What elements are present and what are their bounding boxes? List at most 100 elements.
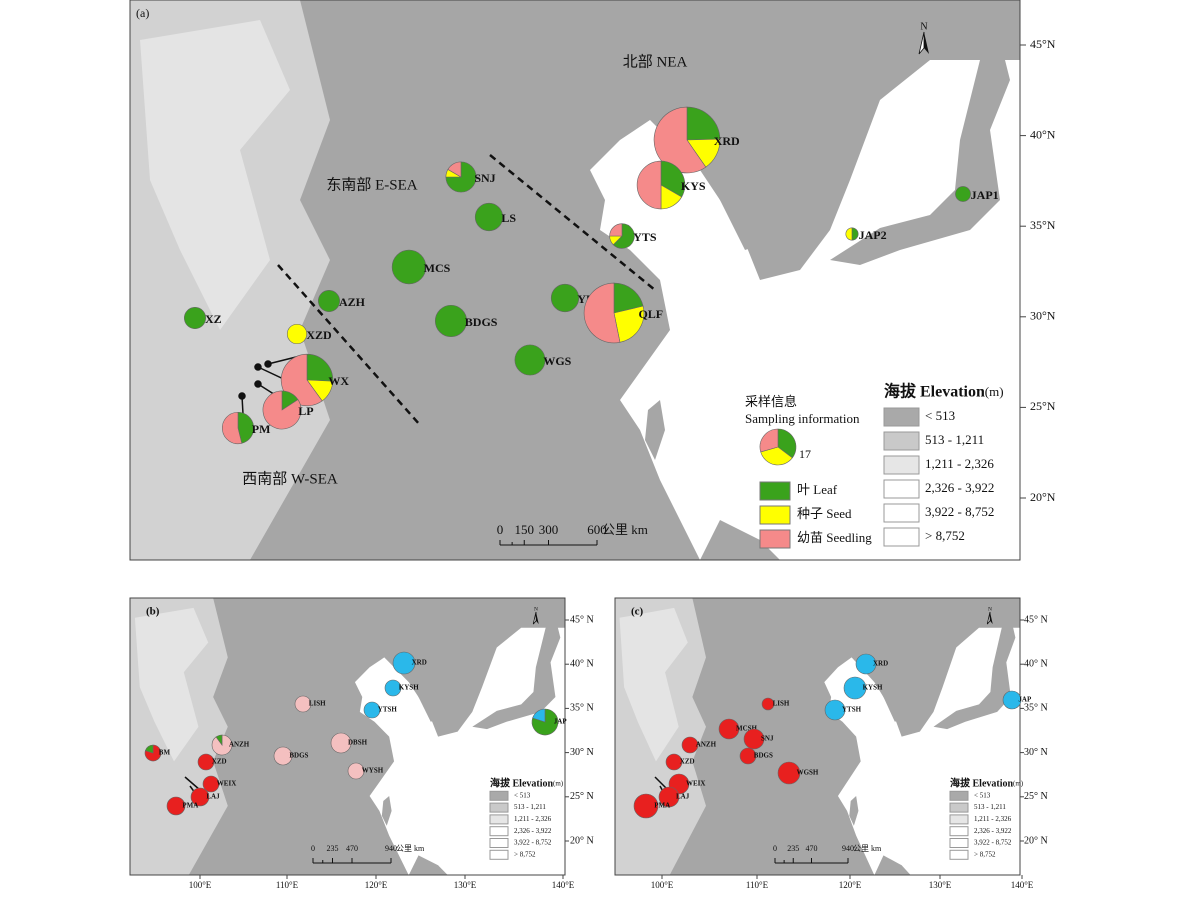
elevation-class: < 513 [514, 791, 531, 799]
elevation-swatch [883, 455, 920, 475]
site-label: XZD [680, 758, 695, 766]
pie-wedge [221, 411, 243, 445]
panel-label: (a) [136, 6, 149, 20]
site-label: SNJ [474, 171, 495, 185]
scale-label: 300 [539, 522, 559, 537]
site-label: WX [328, 374, 349, 388]
site-label: XRD [873, 660, 888, 668]
elevation-class: 1,211 - 2,326 [925, 456, 994, 471]
lon-label: 120°E [365, 880, 388, 890]
lat-label: 20° N [1024, 835, 1048, 846]
lat-label: 45°N [1030, 37, 1056, 51]
elevation-unit: (m) [553, 780, 564, 788]
pie-wedge [445, 161, 477, 193]
legend-swatch [759, 529, 791, 549]
elevation-swatch [489, 814, 509, 825]
pie-wedge [166, 796, 186, 816]
site-label: YTSH [378, 706, 398, 714]
site-label: LP [298, 404, 313, 418]
legend-label: 幼苗 Seedling [797, 530, 872, 545]
elevation-swatch [883, 407, 920, 427]
scale-label: 600 [587, 522, 607, 537]
pie-wedge [658, 786, 680, 808]
lon-label: 130°E [454, 880, 477, 890]
elevation-class: < 513 [925, 408, 955, 423]
pie-wedge [202, 775, 220, 793]
pie-wedge [761, 697, 775, 711]
pie-wedge [739, 747, 757, 765]
pie-wedge [613, 282, 644, 314]
pie-wedge [653, 106, 707, 174]
site-label: DBSH [348, 739, 368, 747]
site-label: MCSH [736, 725, 758, 733]
lat-label: 40° N [570, 658, 594, 669]
site-label: XRD [412, 659, 427, 667]
panel-label: (c) [631, 606, 644, 618]
pie-wedge [363, 701, 381, 719]
lat-label: 20°N [1030, 490, 1056, 504]
scale-label: 940 [842, 844, 854, 853]
north-label: N [988, 607, 992, 613]
pie-wedge [347, 762, 365, 780]
pie-wedge [636, 160, 662, 210]
elevation-class: 513 - 1,211 [925, 432, 984, 447]
north-arrow [918, 31, 925, 55]
region-label: 东南部 E-SEA [326, 176, 417, 193]
elevation-class: 2,326 - 3,922 [925, 480, 994, 495]
pie-wedge [294, 695, 312, 713]
elevation-class: > 8,752 [925, 528, 965, 543]
site-label: BDGS [465, 315, 498, 329]
elevation-swatch [489, 826, 509, 837]
site-label: LAJ [206, 793, 220, 801]
lon-label: 120°E [839, 880, 862, 890]
pie-wedge [1002, 690, 1022, 710]
scale-label: 235 [787, 844, 799, 853]
site-label: SNJ [761, 735, 774, 743]
north-arrow [924, 32, 929, 54]
pie-wedge [286, 323, 308, 345]
north-label: N [920, 21, 927, 32]
elevation-title: 海拔 Elevation [884, 382, 985, 401]
legend-size-label: 17 [799, 447, 811, 461]
site-label: LAJ [676, 793, 690, 801]
pie-wedge [718, 718, 740, 740]
lat-label: 40°N [1030, 127, 1056, 141]
legend-swatch [759, 481, 791, 501]
panel-label: (b) [146, 606, 160, 618]
pie-wedge [843, 676, 867, 700]
site-label: JAP1 [971, 188, 999, 202]
pie-wedge [777, 428, 797, 459]
elevation-class: > 8,752 [974, 850, 996, 858]
pie-wedge [851, 227, 859, 241]
lat-label: 35°N [1030, 218, 1056, 232]
scale-label: 940 [385, 844, 397, 853]
elevation-swatch [489, 849, 509, 860]
pie-wedge [318, 290, 340, 312]
elevation-swatch [949, 814, 969, 825]
pie-wedge [273, 746, 293, 766]
pie-wedge [237, 411, 254, 444]
elevation-swatch [489, 838, 509, 848]
site-label: YTS [633, 230, 657, 244]
frame-c [614, 597, 1021, 876]
north-arrow [532, 611, 537, 625]
elevation-swatch [883, 479, 920, 499]
region-label: 北部 NEA [623, 53, 688, 70]
elevation-swatch [949, 838, 969, 848]
site-label: QLF [638, 307, 663, 321]
site-label: WEIX [217, 780, 236, 788]
site-label: PM [252, 422, 271, 436]
elevation-swatch [883, 527, 920, 547]
site-label: PMA [654, 802, 670, 810]
lon-label: 140°E [1011, 880, 1034, 890]
legend-swatch [759, 505, 791, 525]
site-label: KYS [681, 179, 706, 193]
pie-wedge [686, 106, 721, 141]
north-label: N [534, 607, 538, 613]
scale-label: 150 [515, 522, 535, 537]
pie-wedge [145, 744, 154, 754]
lat-label: 35° N [570, 703, 594, 714]
site-label: ANZH [229, 741, 250, 749]
scale-label: 470 [806, 844, 818, 853]
